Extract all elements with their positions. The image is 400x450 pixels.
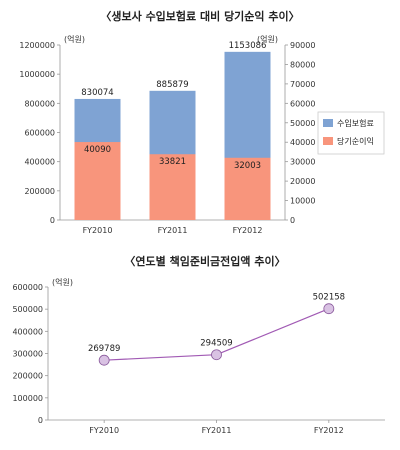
chart-title: 〈연도별 책임준비금전입액 추이〉 [124,254,285,268]
right-tick-label: 0 [290,216,295,225]
right-tick-label: 30000 [290,158,315,167]
right-tick-label: 80000 [290,60,315,69]
y-tick-label: 400000 [12,327,43,336]
y-tick-label: 500000 [12,305,43,314]
right-tick-label: 60000 [290,99,315,108]
left-tick-label: 600000 [24,129,55,138]
right-tick-label: 50000 [290,119,315,128]
profit-data-label: 33821 [159,157,186,167]
x-tick-label: FY2010 [89,426,119,435]
data-label: 269789 [88,344,120,354]
revenue-data-label: 830074 [81,88,113,98]
chart-title: 〈생보사 수입보험료 대비 당기순익 추이〉 [100,9,299,23]
revenue-profit-chart: 〈생보사 수입보험료 대비 당기순익 추이〉020000040000060000… [19,9,385,235]
revenue-data-label: 1153086 [229,41,267,51]
data-point [323,303,335,315]
right-tick-label: 10000 [290,197,315,206]
right-tick-label: 40000 [290,138,315,147]
x-tick-label: FY2012 [314,426,344,435]
left-tick-label: 200000 [24,187,55,196]
left-tick-label: 1000000 [19,70,55,79]
x-tick-label: FY2011 [202,426,232,435]
profit-data-label: 32003 [234,161,261,171]
left-unit-label: (억원) [64,34,85,44]
x-tick-label: FY2012 [233,226,263,235]
y-tick-label: 100000 [12,394,43,403]
y-tick-label: 600000 [12,283,43,292]
bar-profit [74,142,121,220]
y-unit-label: (억원) [52,277,73,287]
bar-profit [224,157,271,220]
y-tick-label: 300000 [12,350,43,359]
x-tick-label: FY2011 [158,226,188,235]
reserve-chart: 〈연도별 책임준비금전입액 추이〉 0 100000 200000 300000 4000… [12,254,385,435]
right-tick-label: 20000 [290,177,315,186]
data-point [98,354,110,366]
data-point [211,349,222,361]
y-tick-label: 0 [38,416,43,425]
y-tick-label: 200000 [12,372,43,381]
bar-profit [149,154,196,220]
revenue-data-label: 885879 [156,80,188,90]
profit-data-label: 40090 [84,145,111,155]
left-tick-label: 400000 [24,158,55,167]
right-tick-label: 70000 [290,80,315,89]
data-label: 294509 [200,339,232,349]
right-unit-label: (억원) [257,34,278,44]
left-tick-label: 800000 [24,99,55,108]
legend-swatch [323,137,333,145]
legend-label: 당기순이익 [337,136,374,146]
left-tick-label: 0 [50,216,55,225]
right-tick-label: 90000 [290,41,315,50]
x-tick-label: FY2010 [83,226,113,235]
legend-swatch [323,119,333,127]
data-label: 502158 [313,293,345,303]
left-tick-label: 1200000 [19,41,55,50]
legend-label: 수입보험료 [337,119,374,128]
